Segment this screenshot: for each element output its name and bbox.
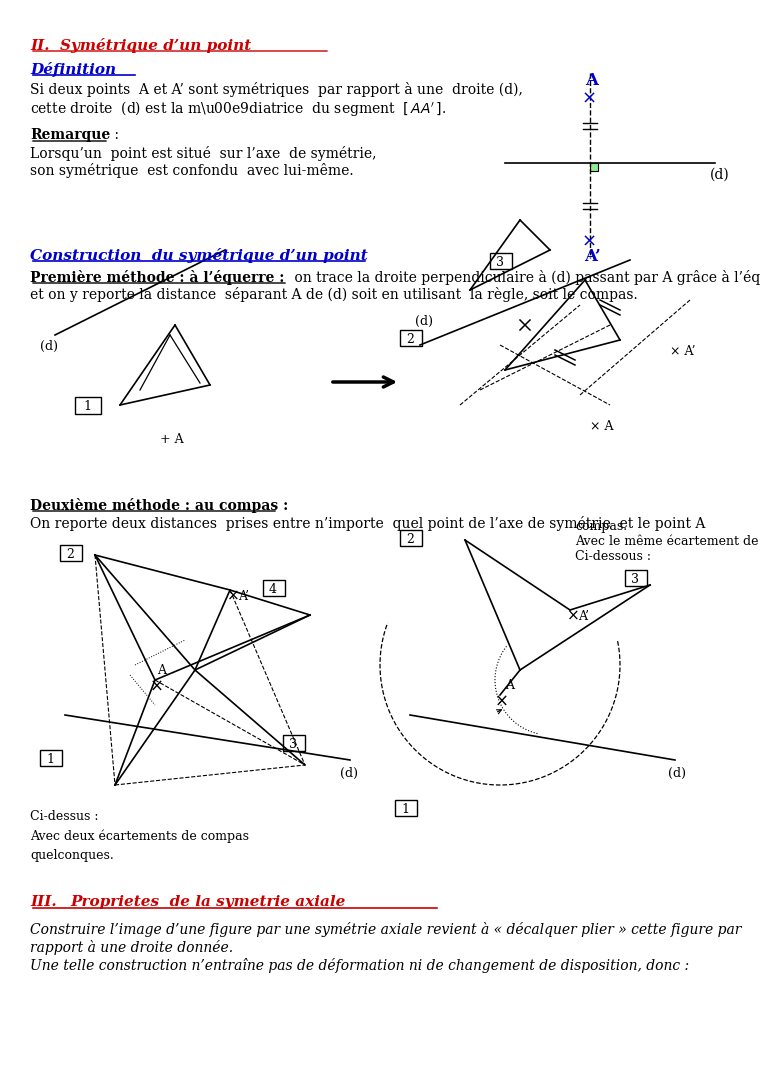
Text: ×: × xyxy=(567,608,580,624)
Text: 3: 3 xyxy=(289,739,297,751)
Text: (d): (d) xyxy=(710,168,730,182)
Text: on trace la droite perpendiculaire à (d) passant par A grâce à l’équerre: on trace la droite perpendiculaire à (d)… xyxy=(290,270,760,285)
Text: Proprietes  de la symetrie axiale: Proprietes de la symetrie axiale xyxy=(70,895,345,909)
Text: Ci-dessus :
Avec deux écartements de compas
quelconques.: Ci-dessus : Avec deux écartements de com… xyxy=(30,809,249,862)
Bar xyxy=(75,397,101,414)
Text: ×: × xyxy=(227,588,239,603)
Text: 1: 1 xyxy=(46,752,54,766)
Text: A’: A’ xyxy=(584,248,600,266)
Text: (d): (d) xyxy=(668,766,686,780)
Text: II.  Symétrique d’un point: II. Symétrique d’un point xyxy=(30,38,252,53)
Bar xyxy=(60,545,82,561)
Text: ×: × xyxy=(582,90,597,108)
Text: (d): (d) xyxy=(415,315,433,328)
Bar xyxy=(395,800,417,816)
Text: A’: A’ xyxy=(578,610,589,624)
Text: Lorsqu’un  point est situé  sur l’axe  de symétrie,: Lorsqu’un point est situé sur l’axe de s… xyxy=(30,146,376,161)
Text: 1: 1 xyxy=(83,400,91,413)
Text: Deuxième méthode : au compas :: Deuxième méthode : au compas : xyxy=(30,498,288,513)
Bar xyxy=(263,580,285,596)
Text: A: A xyxy=(157,664,166,677)
Bar xyxy=(590,163,598,171)
Text: Une telle construction n’entraîne pas de déformation ni de changement de disposi: Une telle construction n’entraîne pas de… xyxy=(30,958,689,973)
Text: Première méthode : à l’équerre :: Première méthode : à l’équerre : xyxy=(30,270,284,285)
Text: A: A xyxy=(585,72,598,89)
Text: ×: × xyxy=(150,678,164,696)
Bar xyxy=(283,735,305,751)
Text: et on y reporte la distance  séparant A de (d) soit en utilisant  la règle, soit: et on y reporte la distance séparant A d… xyxy=(30,287,638,302)
Text: Construire l’image d’une figure par une symétrie axiale revient à « décalquer pl: Construire l’image d’une figure par une … xyxy=(30,922,741,937)
Text: 3: 3 xyxy=(631,573,639,586)
Text: (d): (d) xyxy=(40,340,58,353)
Text: Remarque: Remarque xyxy=(30,128,110,142)
Text: Définition: Définition xyxy=(30,62,116,77)
Text: ×: × xyxy=(582,233,597,250)
Text: 2: 2 xyxy=(66,548,74,561)
Text: A’: A’ xyxy=(238,590,249,603)
Text: A: A xyxy=(505,679,514,692)
Text: + A: + A xyxy=(160,433,184,446)
Bar xyxy=(625,570,647,586)
Text: :: : xyxy=(110,128,119,142)
Bar xyxy=(40,750,62,766)
Text: × A’: × A’ xyxy=(670,345,695,358)
Text: 4: 4 xyxy=(269,583,277,596)
Text: III.: III. xyxy=(30,895,57,909)
Text: 2: 2 xyxy=(406,533,414,546)
Text: (d): (d) xyxy=(340,766,358,780)
Text: 1: 1 xyxy=(401,803,409,816)
Text: ×: × xyxy=(495,693,509,711)
Text: × A: × A xyxy=(590,420,613,433)
Bar xyxy=(400,530,422,546)
Text: Avec le même écartement de: Avec le même écartement de xyxy=(575,535,758,548)
Bar xyxy=(490,253,512,269)
Text: cette droite  (d) est la m\u00e9diatrice  du segment  $\left[\,AA'\,\right]$.: cette droite (d) est la m\u00e9diatrice … xyxy=(30,99,446,118)
Text: rapport à une droite donnée.: rapport à une droite donnée. xyxy=(30,940,233,955)
Text: 3: 3 xyxy=(496,256,504,269)
Text: compas.: compas. xyxy=(575,520,627,533)
Text: Si deux points  A et A’ sont symétriques  par rapport à une  droite (d),: Si deux points A et A’ sont symétriques … xyxy=(30,82,523,97)
Text: On reporte deux distances  prises entre n’importe  quel point de l’axe de symétr: On reporte deux distances prises entre n… xyxy=(30,516,705,531)
Text: Construction  du symétrique d’un point: Construction du symétrique d’un point xyxy=(30,248,368,263)
Text: 2: 2 xyxy=(406,333,414,346)
Bar xyxy=(400,330,422,346)
Text: Ci-dessous :: Ci-dessous : xyxy=(575,550,651,563)
Text: son symétrique  est confondu  avec lui-même.: son symétrique est confondu avec lui-mêm… xyxy=(30,163,353,178)
